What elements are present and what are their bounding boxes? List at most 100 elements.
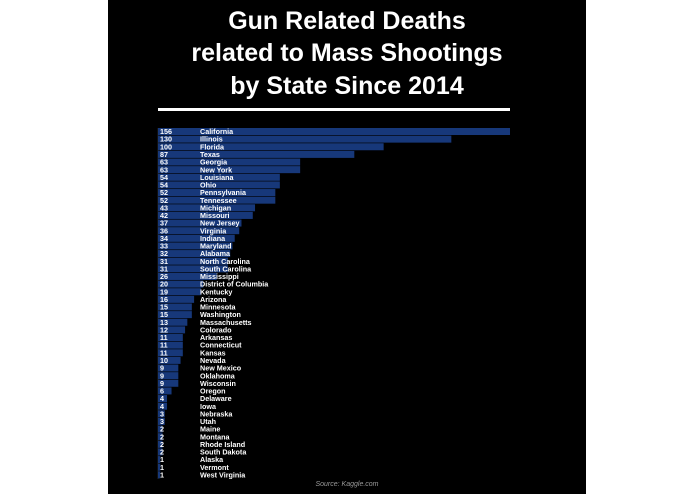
bar-maryland xyxy=(158,242,233,250)
category-label: South Carolina xyxy=(200,264,252,273)
bar-massachusetts xyxy=(158,318,188,326)
category-label: Nevada xyxy=(200,356,227,365)
category-label: Massachusetts xyxy=(200,318,252,327)
value-label: 54 xyxy=(160,173,168,182)
value-label: 63 xyxy=(160,158,168,167)
value-label: 1 xyxy=(160,463,164,472)
value-label: 3 xyxy=(160,417,164,426)
value-label: 9 xyxy=(160,364,164,373)
bar-rhode-island xyxy=(158,440,163,448)
category-label: Indiana xyxy=(200,234,226,243)
value-label: 11 xyxy=(160,348,168,357)
category-label: Kansas xyxy=(200,348,226,357)
category-label: Vermont xyxy=(200,463,229,472)
value-label: 2 xyxy=(160,425,164,434)
category-label: Pennsylvania xyxy=(200,188,247,197)
category-label: Virginia xyxy=(200,226,227,235)
value-label: 16 xyxy=(160,295,168,304)
category-label: Texas xyxy=(200,150,220,159)
bar-mississippi xyxy=(158,272,217,280)
bar-wisconsin xyxy=(158,379,179,387)
value-label: 34 xyxy=(160,234,168,243)
category-label: Maine xyxy=(200,425,220,434)
category-label: Wisconsin xyxy=(200,379,236,388)
bar-utah xyxy=(158,417,165,425)
value-label: 37 xyxy=(160,219,168,228)
value-label: 32 xyxy=(160,249,168,258)
category-label: Oregon xyxy=(200,387,226,396)
value-label: 33 xyxy=(160,242,168,251)
category-label: Michigan xyxy=(200,203,231,212)
bar-west-virginia xyxy=(158,471,161,479)
category-label: Oklahoma xyxy=(200,371,236,380)
bar-new-york xyxy=(158,166,301,174)
category-label: North Carolina xyxy=(200,257,251,266)
value-label: 4 xyxy=(160,402,164,411)
value-label: 12 xyxy=(160,325,168,334)
value-label: 42 xyxy=(160,211,168,220)
bar-oregon xyxy=(158,387,172,395)
category-label: Alabama xyxy=(200,249,231,258)
category-label: Connecticut xyxy=(200,341,242,350)
bar-arizona xyxy=(158,295,195,303)
value-label: 2 xyxy=(160,432,164,441)
source-note: Source: Kaggle.com xyxy=(315,481,379,488)
category-label: California xyxy=(200,127,234,136)
bar-nebraska xyxy=(158,410,165,418)
value-label: 43 xyxy=(160,203,168,212)
value-label: 3 xyxy=(160,409,164,418)
value-label: 130 xyxy=(160,135,172,144)
value-label: 2 xyxy=(160,440,164,449)
category-label: Iowa xyxy=(200,402,217,411)
value-label: 54 xyxy=(160,181,168,190)
bar-south-carolina xyxy=(158,265,228,273)
value-label: 6 xyxy=(160,387,164,396)
bar-washington xyxy=(158,311,192,319)
category-label: Rhode Island xyxy=(200,440,245,449)
bar-kentucky xyxy=(158,288,201,296)
category-label: Maryland xyxy=(200,242,232,251)
title-divider xyxy=(158,108,510,111)
category-label: Minnesota xyxy=(200,303,237,312)
value-label: 31 xyxy=(160,264,168,273)
category-label: Arizona xyxy=(200,295,227,304)
category-label: South Dakota xyxy=(200,448,247,457)
category-label: New York xyxy=(200,165,232,174)
bar-ohio xyxy=(158,181,280,189)
bar-south-dakota xyxy=(158,448,163,456)
bar-new-mexico xyxy=(158,364,179,372)
bar-maine xyxy=(158,425,163,433)
bar-montana xyxy=(158,433,163,441)
bar-oklahoma xyxy=(158,372,179,380)
bar-pennsylvania xyxy=(158,189,276,197)
category-label: Mississippi xyxy=(200,272,239,281)
value-label: 2 xyxy=(160,448,164,457)
category-label: Utah xyxy=(200,417,216,426)
category-label: West Virginia xyxy=(200,470,246,479)
bar-georgia xyxy=(158,158,301,166)
bar-tennessee xyxy=(158,196,276,204)
category-label: Florida xyxy=(200,142,225,151)
bar-missouri xyxy=(158,211,253,219)
category-label: Missouri xyxy=(200,211,230,220)
bar-alabama xyxy=(158,250,231,258)
value-label: 52 xyxy=(160,196,168,205)
bar-alaska xyxy=(158,456,161,464)
category-label: Ohio xyxy=(200,181,217,190)
bar-north-carolina xyxy=(158,257,228,265)
value-label: 9 xyxy=(160,371,164,380)
bar-connecticut xyxy=(158,341,183,349)
bar-kansas xyxy=(158,349,183,357)
bar-california xyxy=(158,128,510,135)
category-label: Nebraska xyxy=(200,409,233,418)
bar-district-of-columbia xyxy=(158,280,204,288)
bar-arkansas xyxy=(158,334,183,342)
category-label: Delaware xyxy=(200,394,232,403)
value-label: 10 xyxy=(160,356,168,365)
value-label: 11 xyxy=(160,341,168,350)
bar-minnesota xyxy=(158,303,192,311)
value-label: 100 xyxy=(160,142,172,151)
bar-indiana xyxy=(158,234,235,242)
category-label: Louisiana xyxy=(200,173,235,182)
